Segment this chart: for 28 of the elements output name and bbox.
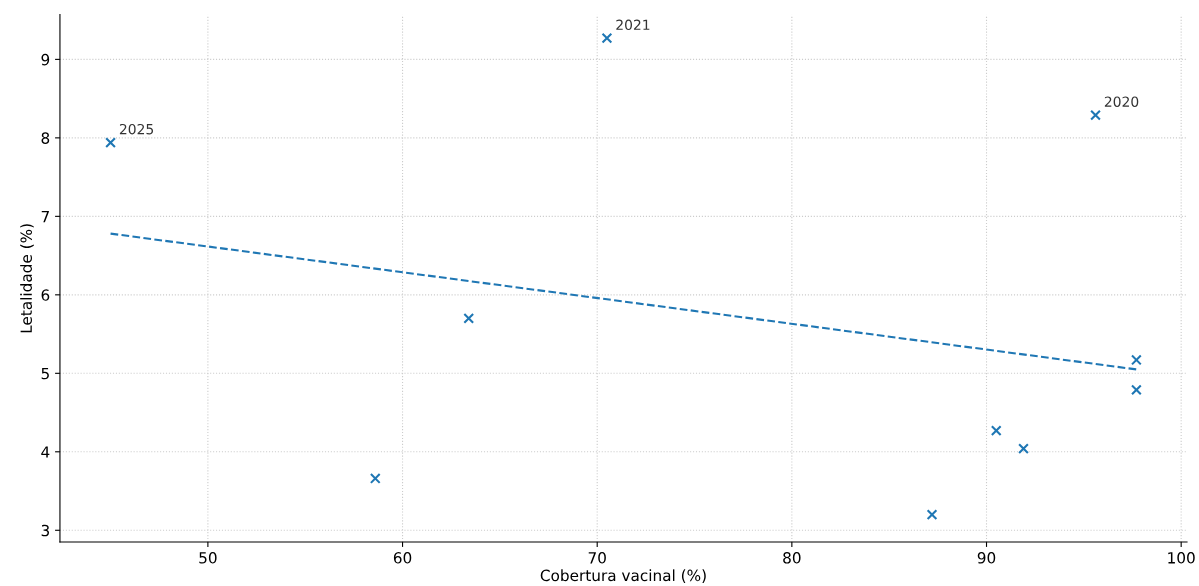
annotation: 2020 [1104, 96, 1139, 107]
y-tick-label: 5 [41, 367, 49, 380]
y-tick-label: 6 [41, 289, 50, 301]
x-tick-label: 50 [199, 552, 217, 564]
y-tick-label: 7 [41, 211, 49, 223]
point [369, 473, 381, 484]
x-tick-label: 80 [783, 552, 801, 564]
x-tick-label: 100 [1168, 552, 1195, 564]
annotation: 2021 [616, 19, 650, 31]
point [105, 137, 116, 149]
x-tick-label: 70 [588, 552, 606, 564]
annotation: 2025 [119, 123, 154, 135]
y-tick-label: 8 [41, 132, 50, 144]
point [1090, 109, 1101, 121]
x-tick-label: 90 [977, 552, 996, 564]
y-tick-label: 9 [41, 53, 50, 66]
point [601, 32, 613, 44]
point [1130, 384, 1142, 396]
point [990, 425, 1002, 437]
point [1130, 354, 1142, 366]
y-tick-label: 4 [41, 446, 50, 458]
x-tick-label: 60 [393, 552, 412, 564]
point [463, 312, 475, 324]
point [1018, 443, 1029, 455]
x-axis-title: Cobertura vacinal (%) [540, 569, 706, 583]
point [926, 509, 938, 521]
y-tick-label: 3 [41, 524, 49, 537]
y-axis-title: Letalidade (%) [20, 224, 34, 333]
